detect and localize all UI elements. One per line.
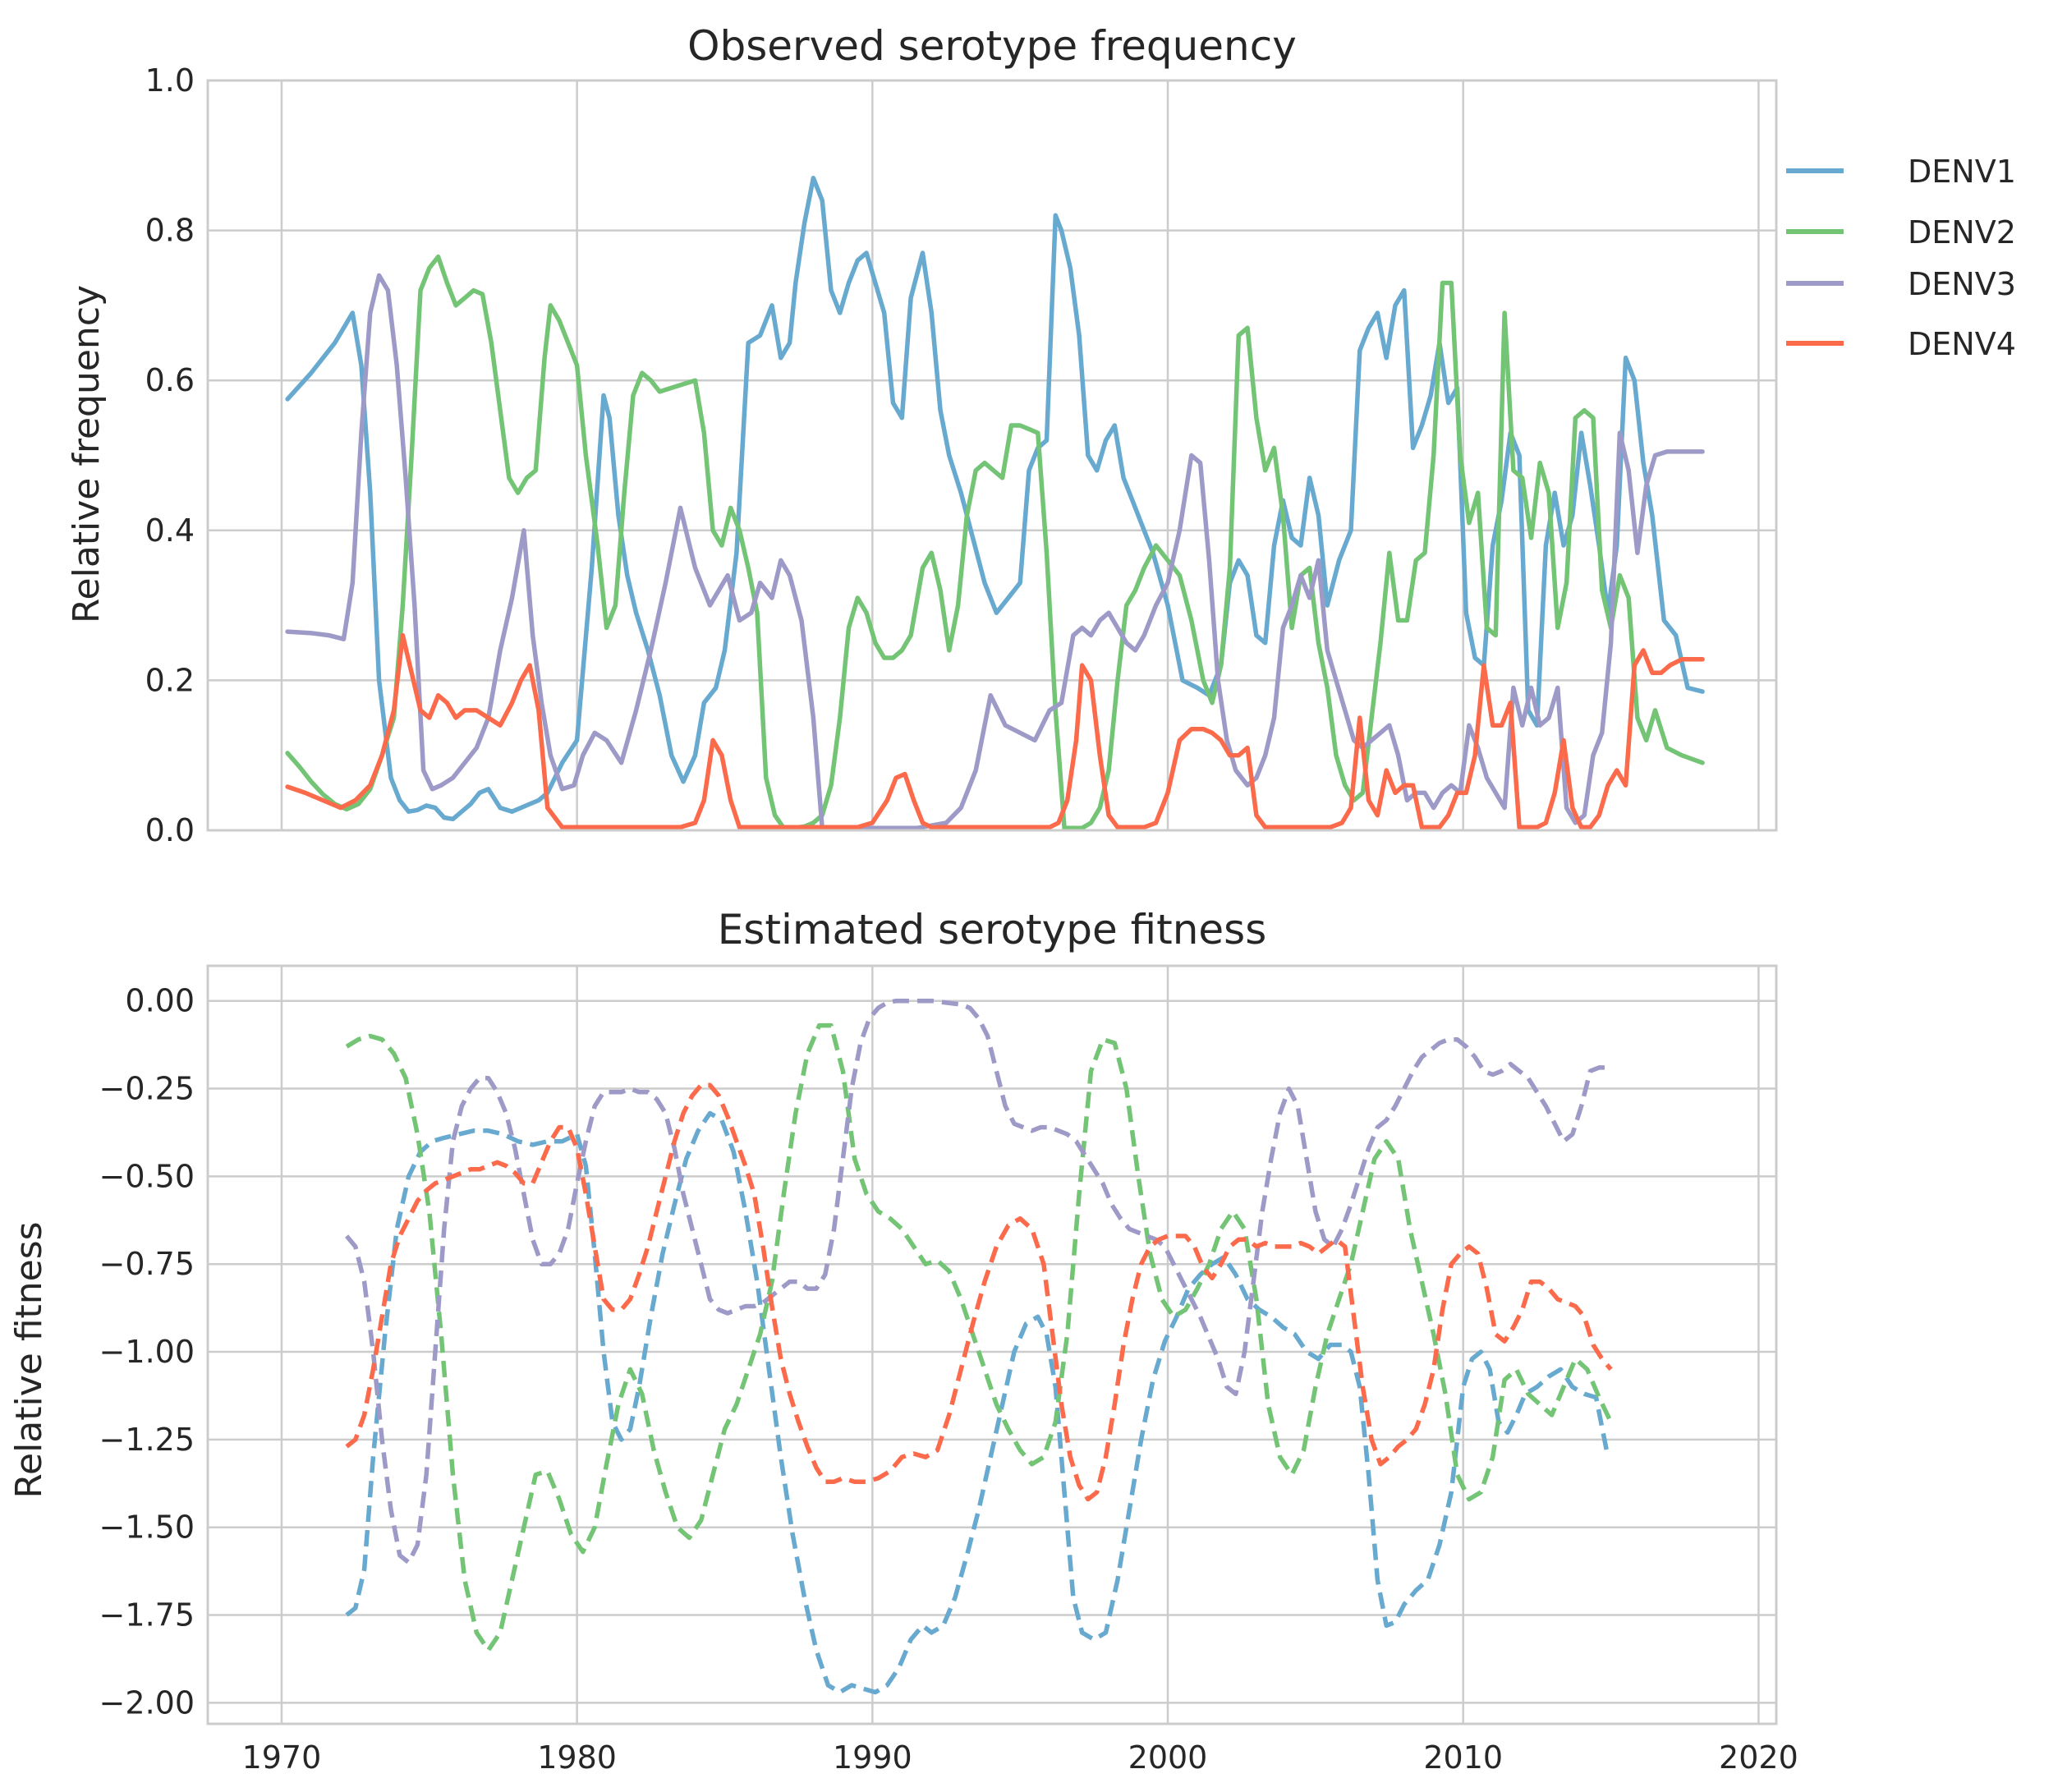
fitness-x-tick-label: 2000 (1128, 1739, 1208, 1776)
frequency-tick-labels: 0.0 0.2 0.4 0.6 0.8 1.0 (145, 62, 195, 848)
frequency-y-tick-label: 0.2 (145, 662, 195, 698)
legend-label-denv1: DENV1 (1908, 154, 2016, 190)
frequency-series-denv2-line (285, 254, 1705, 831)
fitness-y-tick-label: −1.75 (99, 1597, 195, 1633)
frequency-y-tick-label: 1.0 (145, 62, 195, 99)
frequency-series-denv1-line (285, 175, 1705, 822)
fitness-y-tick-label: −0.75 (99, 1246, 195, 1282)
frequency-chart-title: Observed serotype frequency (687, 22, 1297, 70)
frequency-series-lines (285, 175, 1705, 831)
frequency-series-denv3-line (285, 273, 1705, 831)
frequency-y-axis-label: Relative frequency (66, 285, 108, 623)
fitness-x-tick-label: 1990 (833, 1739, 912, 1776)
fitness-y-tick-label: −2.00 (99, 1684, 195, 1721)
fitness-series-denv4-line (345, 1082, 1613, 1502)
frequency-series-denv4-line (285, 632, 1705, 830)
fitness-series-lines (344, 998, 1614, 1695)
frequency-panel: Observed serotype frequency Relative fre… (66, 22, 1778, 848)
frequency-y-tick-label: 0.6 (145, 362, 195, 398)
fitness-y-tick-label: −0.50 (99, 1158, 195, 1194)
legend: DENV1 DENV2 DENV3 DENV4 (1786, 154, 2016, 362)
fitness-y-tick-label: −1.00 (99, 1334, 195, 1370)
fitness-chart-title: Estimated serotype fitness (718, 906, 1267, 953)
legend-label-denv2: DENV2 (1908, 214, 2016, 250)
fitness-y-tick-label: −0.25 (99, 1071, 195, 1107)
fitness-tick-labels: 1970 1980 1990 2000 2010 2020 0.00 −0.25 −0.50 −0… (99, 983, 1798, 1776)
frequency-plot-frame (206, 79, 1778, 832)
fitness-x-tick-label: 1970 (242, 1739, 322, 1776)
fitness-x-tick-label: 2020 (1719, 1739, 1798, 1776)
fitness-x-tick-label: 1980 (537, 1739, 617, 1776)
fitness-y-tick-label: −1.25 (99, 1422, 195, 1458)
fitness-series-denv2-line (345, 1022, 1614, 1653)
frequency-grid (208, 79, 1776, 832)
legend-label-denv3: DENV3 (1908, 266, 2016, 302)
legend-label-denv4: DENV4 (1908, 326, 2016, 362)
frequency-y-tick-label: 0.0 (145, 812, 195, 848)
fitness-plot-frame (206, 964, 1778, 1725)
fitness-x-tick-label: 2010 (1423, 1739, 1503, 1776)
fitness-panel: Estimated serotype fitness Relative fitn… (8, 906, 1798, 1776)
fitness-series-denv1-line (345, 1110, 1610, 1695)
fitness-series-denv3-line (344, 998, 1608, 1565)
fitness-y-tick-label: −1.50 (99, 1509, 195, 1546)
frequency-y-tick-label: 0.8 (145, 213, 195, 249)
fitness-y-axis-label: Relative fitness (8, 1221, 50, 1498)
frequency-y-tick-label: 0.4 (145, 512, 195, 549)
fitness-y-tick-label: 0.00 (125, 983, 195, 1019)
